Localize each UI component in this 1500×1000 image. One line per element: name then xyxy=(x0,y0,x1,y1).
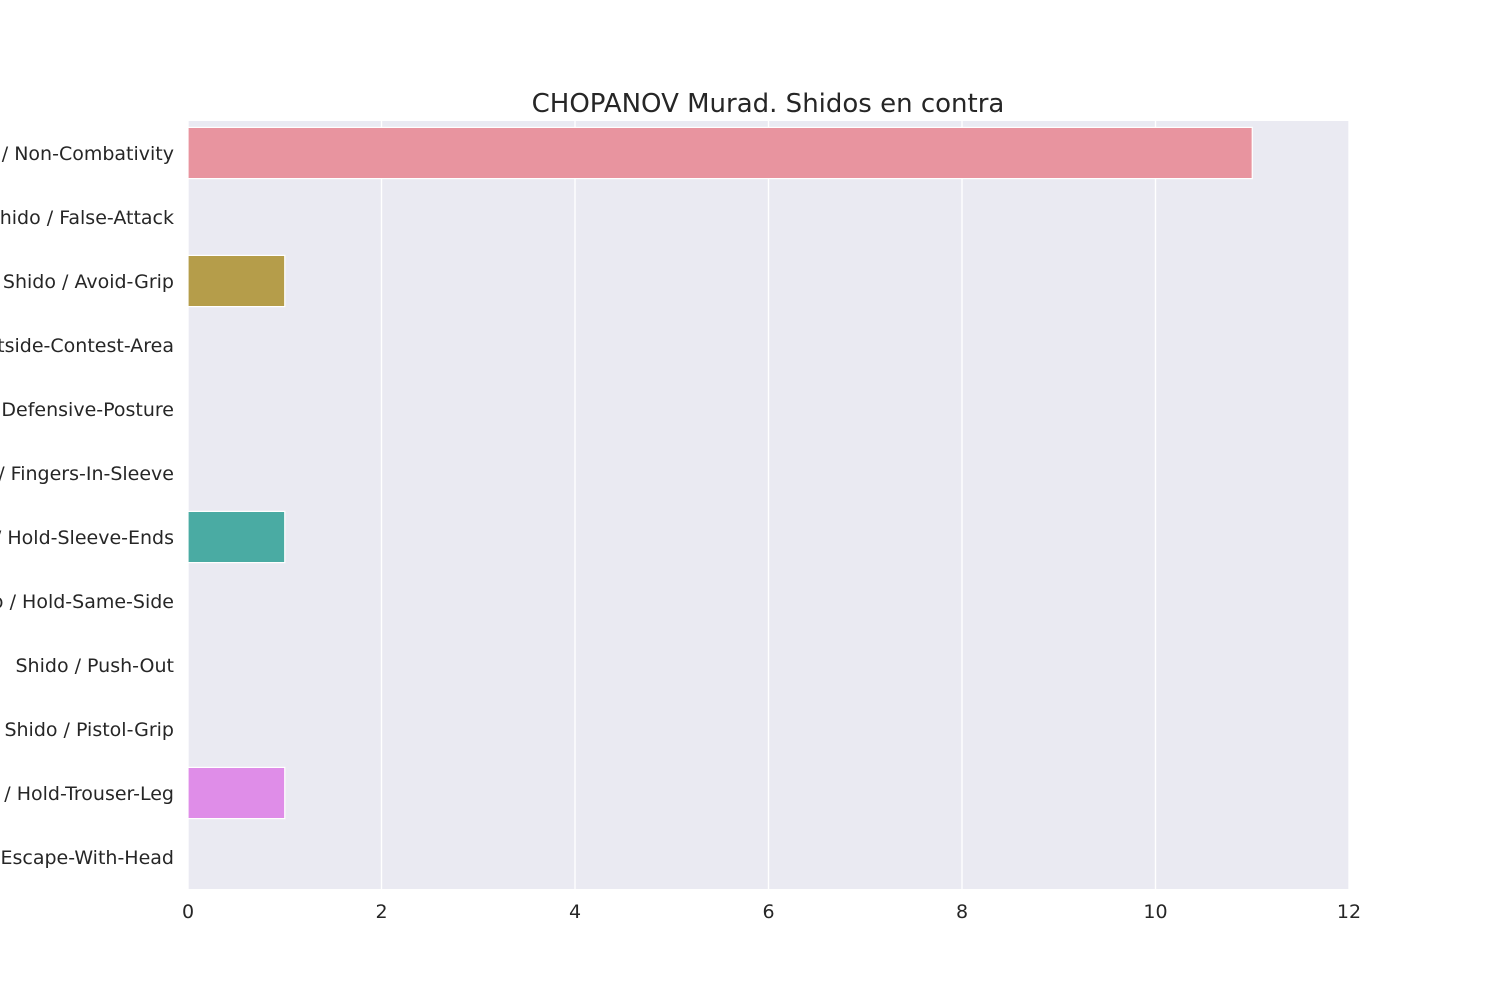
chart-title: CHOPANOV Murad. Shidos en contra xyxy=(532,89,1005,119)
x-tick-label: 2 xyxy=(375,901,387,923)
x-tick-label: 12 xyxy=(1337,901,1361,923)
bar xyxy=(187,126,1253,180)
x-tick-labels: 0 2 4 6 8 10 12 xyxy=(182,901,1361,923)
y-tick-label: Shido / Avoid-Grip xyxy=(3,271,174,293)
y-tick-label: Shido / Push-Out xyxy=(16,655,175,677)
bar xyxy=(187,766,286,820)
bar xyxy=(187,254,286,308)
y-tick-label: Shido / Outside-Contest-Area xyxy=(0,335,174,357)
y-tick-label: Shido / Fingers-In-Sleeve xyxy=(0,463,174,485)
bars xyxy=(187,126,1253,820)
x-tick-label: 4 xyxy=(569,901,581,923)
y-tick-label: Shido / Defensive-Posture xyxy=(0,399,174,421)
x-tick-label: 10 xyxy=(1143,901,1167,923)
y-tick-label: Shido / Escape-With-Head xyxy=(0,847,174,869)
y-tick-label: Shido / Hold-Trouser-Leg xyxy=(0,783,174,805)
y-tick-label: Shido / Pistol-Grip xyxy=(4,719,174,741)
y-tick-label: Shido / Hold-Same-Side xyxy=(0,591,174,613)
x-tick-label: 0 xyxy=(182,901,194,923)
x-tick-label: 6 xyxy=(762,901,774,923)
x-tick-label: 8 xyxy=(956,901,968,923)
y-tick-label: Shido / Hold-Sleeve-Ends xyxy=(0,527,174,549)
y-tick-label: Shido / False-Attack xyxy=(0,207,174,229)
y-tick-label: Shido / Non-Combativity xyxy=(0,143,174,165)
bar xyxy=(187,510,286,564)
gridlines xyxy=(187,121,1350,889)
y-tick-labels: Shido / Non-Combativity Shido / False-Att… xyxy=(0,143,174,869)
